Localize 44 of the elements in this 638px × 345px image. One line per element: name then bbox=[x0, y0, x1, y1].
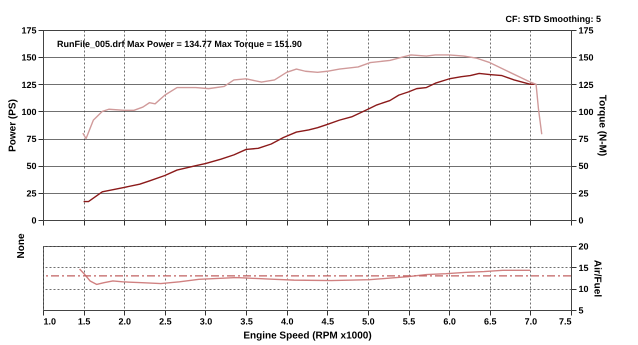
x-axis-title: Engine Speed (RPM x1000) bbox=[243, 330, 372, 342]
y2-tick-label: 75 bbox=[578, 134, 589, 144]
y-tick-label: 125 bbox=[21, 80, 36, 90]
x-tick-label: 4.5 bbox=[322, 316, 334, 326]
y-tick-label: 100 bbox=[21, 106, 36, 117]
x-tick-label: 4.0 bbox=[280, 316, 294, 326]
y2-tick-label: 20 bbox=[578, 242, 589, 252]
x-tick-label: 5.0 bbox=[362, 316, 375, 326]
x-tick-label: 1.0 bbox=[44, 316, 56, 326]
text: CF: STD Smoothing: 5 bbox=[506, 14, 601, 24]
line-series bbox=[78, 268, 532, 286]
y2-axis-title: Torque (N-M) bbox=[596, 94, 608, 156]
y-tick-label: 50 bbox=[26, 161, 36, 172]
y-tick-label: 75 bbox=[26, 134, 36, 144]
y-tick-label: 0 bbox=[31, 216, 36, 226]
x-tick-label: 3.5 bbox=[240, 316, 253, 326]
y2-tick-label: 25 bbox=[578, 188, 589, 198]
y2-tick-label: 0 bbox=[578, 216, 584, 226]
y2-tick-label: 100 bbox=[578, 106, 594, 117]
y-tick-label: 25 bbox=[26, 188, 36, 198]
y2-axis-title: Air/Fuel bbox=[592, 260, 603, 298]
x-tick-label: 2.5 bbox=[159, 316, 172, 326]
y2-tick-label: 175 bbox=[578, 26, 594, 36]
y-tick-label: 150 bbox=[21, 52, 36, 63]
y2-tick-label: 10 bbox=[578, 284, 589, 294]
annotation: RunFile_005.drf Max Power = 134.77 Max Torque = 151.90 bbox=[57, 39, 302, 49]
x-tick-label: 7.5 bbox=[558, 316, 572, 326]
x-tick-label: 7.0 bbox=[524, 316, 538, 326]
y2-tick-label: 5 bbox=[578, 306, 584, 316]
line-series bbox=[82, 72, 536, 202]
line-series bbox=[82, 54, 542, 140]
x-tick-label: 6.0 bbox=[443, 316, 456, 326]
x-tick-label: 2.0 bbox=[118, 316, 131, 326]
y2-tick-label: 125 bbox=[578, 80, 594, 90]
y-axis-title: Power (PS) bbox=[7, 99, 18, 152]
y-tick-label: 175 bbox=[21, 26, 36, 36]
y2-tick-label: 50 bbox=[578, 161, 589, 172]
x-tick-label: 1.5 bbox=[78, 316, 90, 326]
y2-tick-label: 15 bbox=[578, 262, 589, 273]
y-axis-title: None bbox=[16, 233, 27, 258]
x-tick-label: 3.0 bbox=[200, 316, 212, 326]
y2-tick-label: 150 bbox=[578, 52, 594, 63]
x-tick-label: 6.5 bbox=[484, 316, 497, 326]
x-tick-label: 5.5 bbox=[402, 316, 416, 326]
